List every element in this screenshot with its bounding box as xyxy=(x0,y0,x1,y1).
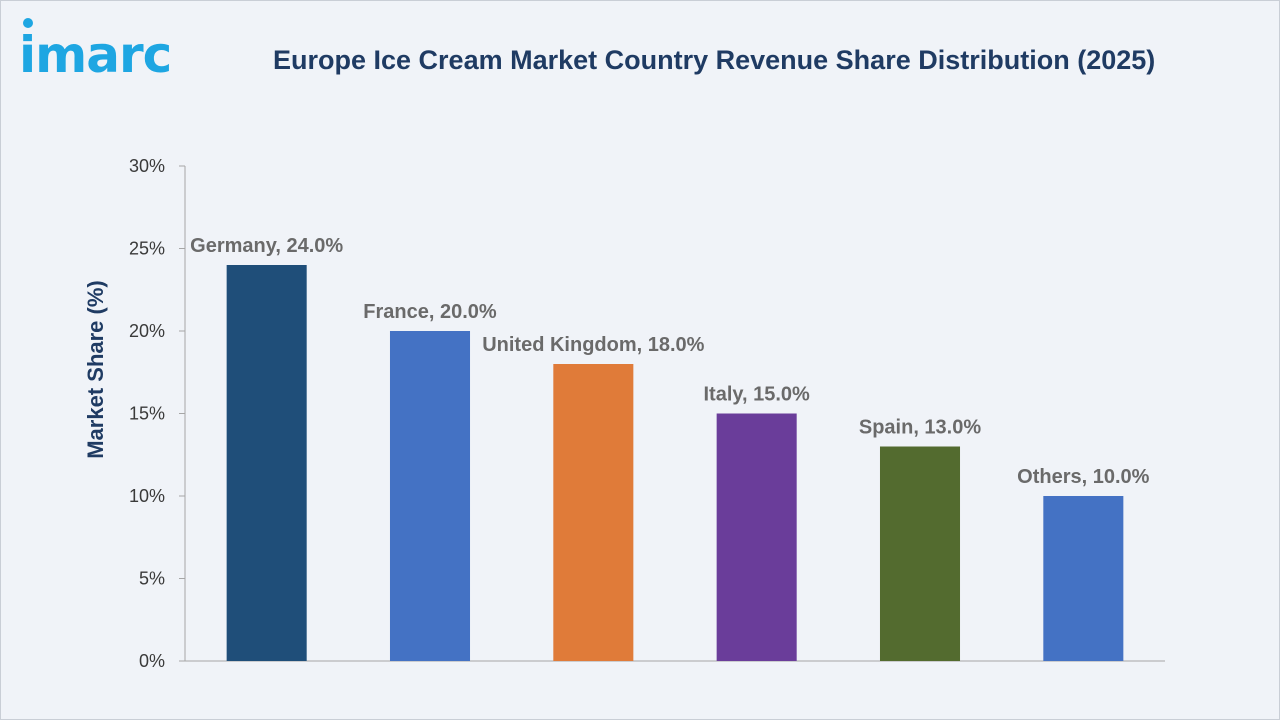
bar-others xyxy=(1043,496,1124,661)
bar-france xyxy=(389,331,471,661)
data-label: Others, 10.0% xyxy=(1017,466,1150,488)
y-tick-label: 30% xyxy=(129,156,165,176)
bar-germany xyxy=(226,265,307,661)
y-tick-label: 0% xyxy=(139,651,165,671)
logo-text: imarc xyxy=(19,26,171,81)
y-tick-label: 10% xyxy=(129,486,165,506)
logo-dot xyxy=(23,18,33,28)
data-labels: Germany, 24.0% France, 20.0% United Kingdo… xyxy=(190,235,1150,488)
y-tick-label: 5% xyxy=(139,569,165,589)
bar-spain xyxy=(879,446,961,661)
imarc-logo: imarc xyxy=(19,18,172,81)
y-tick-label: 20% xyxy=(129,321,165,341)
data-label: Italy, 15.0% xyxy=(703,384,810,406)
data-label: Spain, 13.0% xyxy=(859,417,981,439)
y-tick-label: 25% xyxy=(129,239,165,259)
data-label: United Kingdom, 18.0% xyxy=(482,334,704,356)
data-label: Germany, 24.0% xyxy=(190,235,343,257)
y-tick-label: 15% xyxy=(129,404,165,424)
chart-title: Europe Ice Cream Market Country Revenue … xyxy=(273,45,1156,75)
y-axis-title: Market Share (%) xyxy=(83,280,108,459)
bar-italy xyxy=(716,413,797,661)
data-label: France, 20.0% xyxy=(363,301,497,323)
bar-united-kingdom xyxy=(553,364,634,661)
bars xyxy=(226,265,1124,661)
axes: 0% 5% 10% 15% 20% 25% 30% xyxy=(129,156,1165,671)
